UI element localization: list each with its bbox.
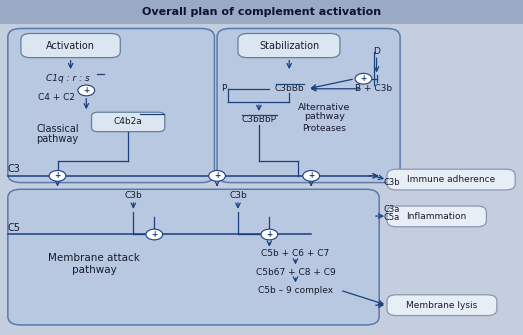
Text: +: + (83, 86, 89, 95)
Text: D: D (373, 48, 380, 56)
Text: Inflammation: Inflammation (406, 212, 467, 221)
FancyBboxPatch shape (238, 34, 340, 58)
Text: C3bBb: C3bBb (275, 84, 304, 93)
Text: pathway: pathway (304, 112, 345, 121)
FancyBboxPatch shape (387, 169, 515, 190)
Text: +: + (360, 74, 367, 83)
Text: C1q : r : s: C1q : r : s (46, 74, 90, 83)
Text: C5b + C6 + C7: C5b + C6 + C7 (262, 250, 329, 258)
Text: pathway: pathway (72, 265, 117, 275)
Text: C4 + C2: C4 + C2 (38, 93, 75, 102)
Circle shape (261, 229, 278, 240)
FancyBboxPatch shape (8, 189, 379, 325)
Text: +: + (308, 172, 314, 180)
Text: +: + (266, 230, 272, 239)
Text: Membrane lysis: Membrane lysis (406, 301, 477, 310)
Circle shape (146, 229, 163, 240)
Text: Membrane attack: Membrane attack (48, 253, 140, 263)
FancyBboxPatch shape (21, 34, 120, 58)
Text: B + C3b: B + C3b (356, 84, 392, 93)
Text: C5b67 + C8 + C9: C5b67 + C8 + C9 (256, 268, 335, 276)
FancyBboxPatch shape (217, 28, 400, 183)
Text: Stabilization: Stabilization (259, 41, 320, 51)
Circle shape (78, 85, 95, 96)
FancyBboxPatch shape (387, 206, 486, 227)
Text: +: + (151, 230, 157, 239)
Text: Alternative: Alternative (298, 103, 350, 112)
Text: C3b: C3b (124, 192, 142, 200)
Text: C3b: C3b (229, 192, 247, 200)
Text: C3b: C3b (383, 178, 400, 187)
Circle shape (209, 171, 225, 181)
Text: Overall plan of complement activation: Overall plan of complement activation (142, 7, 381, 17)
Text: C4b2a: C4b2a (114, 118, 142, 126)
FancyBboxPatch shape (92, 112, 165, 132)
Text: Activation: Activation (46, 41, 95, 51)
Circle shape (49, 171, 66, 181)
Text: C5: C5 (8, 223, 21, 233)
Text: +: + (214, 172, 220, 180)
Text: C5b – 9 complex: C5b – 9 complex (258, 286, 333, 294)
Text: C3a: C3a (383, 205, 400, 214)
FancyBboxPatch shape (387, 295, 497, 316)
Text: Immune adherence: Immune adherence (407, 175, 495, 184)
Text: Classical: Classical (36, 124, 79, 134)
Text: C3: C3 (8, 164, 21, 174)
Circle shape (303, 171, 320, 181)
Text: +: + (54, 172, 61, 180)
FancyBboxPatch shape (0, 0, 523, 24)
Text: pathway: pathway (37, 134, 78, 144)
Text: C5a: C5a (383, 213, 400, 221)
Circle shape (355, 73, 372, 84)
FancyBboxPatch shape (8, 28, 214, 183)
Text: C3bBbP: C3bBbP (242, 116, 276, 124)
Text: P: P (221, 84, 226, 93)
Text: Proteases: Proteases (302, 125, 346, 133)
